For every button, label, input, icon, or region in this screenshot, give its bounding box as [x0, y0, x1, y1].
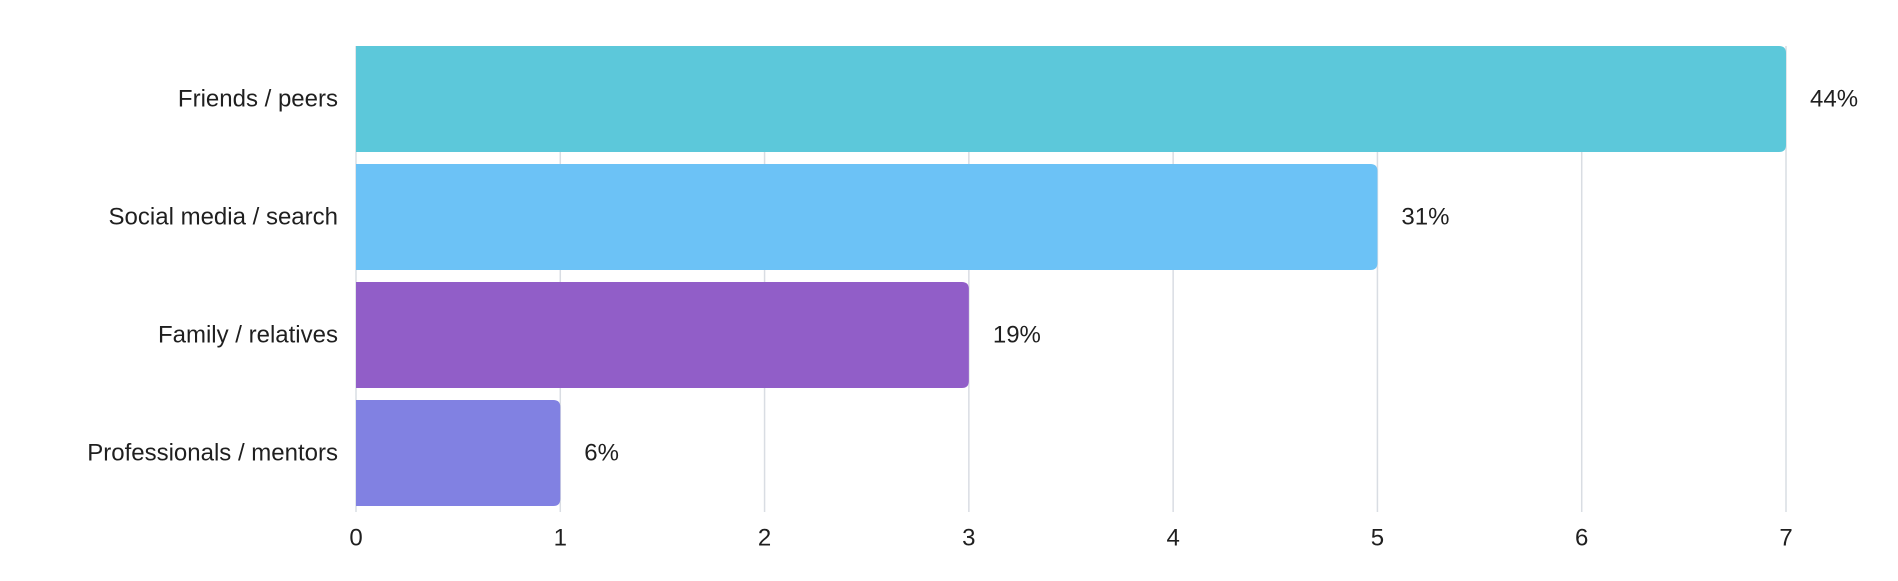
category-label: Family / relatives	[158, 322, 338, 349]
bar	[356, 46, 1786, 152]
x-tick-label: 1	[554, 525, 567, 552]
category-label: Social media / search	[109, 204, 338, 231]
bars	[356, 46, 1786, 506]
bar	[356, 400, 561, 506]
data-label: 6%	[584, 440, 619, 467]
x-tick-label: 4	[1166, 525, 1179, 552]
labels: 0 1 2 3 4 5 6 7 Friends / peers 44% Social media /…	[87, 86, 1858, 552]
bar	[356, 282, 969, 388]
data-label: 31%	[1401, 204, 1449, 231]
x-tick-label: 6	[1575, 525, 1588, 552]
data-label: 19%	[993, 322, 1041, 349]
x-tick-label: 5	[1371, 525, 1384, 552]
data-label: 44%	[1810, 86, 1858, 113]
category-label: Professionals / mentors	[87, 440, 338, 467]
x-tick-label: 3	[962, 525, 975, 552]
category-label: Friends / peers	[178, 86, 338, 113]
bar	[356, 164, 1378, 270]
x-tick-label: 2	[758, 525, 771, 552]
x-tick-label: 7	[1779, 525, 1792, 552]
x-tick-label: 0	[349, 525, 362, 552]
